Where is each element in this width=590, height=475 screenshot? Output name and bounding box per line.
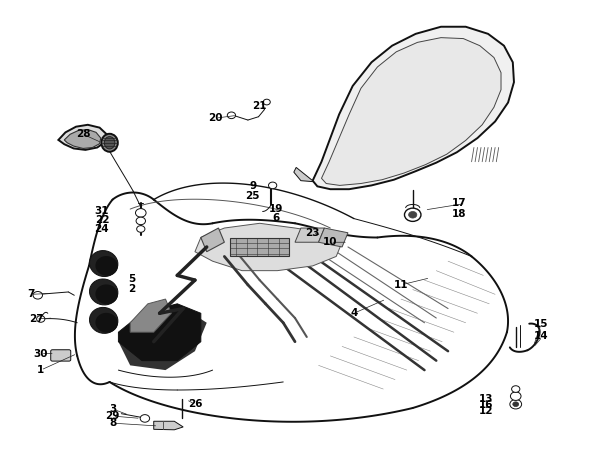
Text: 24: 24 [94,224,109,234]
Text: 19: 19 [268,204,283,214]
Text: 13: 13 [479,393,494,404]
FancyBboxPatch shape [230,238,289,256]
Text: 4: 4 [350,308,358,318]
Polygon shape [294,167,313,181]
Ellipse shape [101,134,118,152]
Circle shape [409,211,417,218]
Circle shape [37,316,45,322]
FancyBboxPatch shape [51,350,71,361]
Text: 31: 31 [94,206,109,216]
Text: 8: 8 [109,418,116,428]
Circle shape [510,392,521,400]
Text: 10: 10 [323,237,337,247]
Polygon shape [64,130,101,149]
Text: 3: 3 [109,404,116,414]
Circle shape [33,292,42,299]
Polygon shape [119,304,206,370]
Text: 12: 12 [479,406,494,416]
Polygon shape [130,299,171,332]
Text: 6: 6 [272,213,279,223]
Circle shape [136,209,146,217]
Ellipse shape [96,313,118,332]
Circle shape [263,99,270,105]
Text: 11: 11 [394,280,408,290]
Text: 9: 9 [249,181,256,191]
Circle shape [140,415,150,422]
Text: 15: 15 [534,319,548,329]
Text: 29: 29 [106,411,120,421]
Ellipse shape [90,251,118,276]
Circle shape [137,226,145,232]
Polygon shape [195,223,342,271]
Text: 30: 30 [34,349,48,359]
Text: 2: 2 [128,284,135,294]
Text: 1: 1 [37,365,44,375]
Text: 26: 26 [188,399,202,409]
Circle shape [510,399,522,409]
Polygon shape [319,228,348,247]
Polygon shape [295,228,324,242]
Text: 25: 25 [245,191,260,201]
Text: 20: 20 [208,113,223,123]
Ellipse shape [90,307,118,333]
Circle shape [513,402,519,407]
Ellipse shape [90,279,118,305]
Circle shape [136,217,146,225]
Circle shape [405,208,421,221]
Circle shape [512,386,520,392]
Ellipse shape [104,137,115,149]
Text: 17: 17 [451,199,466,209]
Text: 18: 18 [451,209,466,219]
Polygon shape [154,421,183,430]
Text: 22: 22 [94,215,109,225]
Polygon shape [322,38,501,185]
Polygon shape [201,228,224,252]
Text: 27: 27 [29,314,43,324]
Polygon shape [119,304,201,361]
Text: 21: 21 [253,101,267,111]
Circle shape [227,112,235,119]
Text: 7: 7 [28,289,35,299]
Ellipse shape [96,256,118,276]
Text: 16: 16 [479,399,494,409]
Text: 23: 23 [306,228,320,238]
Circle shape [268,182,277,189]
Polygon shape [313,27,514,189]
Text: 28: 28 [76,129,90,139]
Text: 5: 5 [128,274,135,284]
Polygon shape [58,125,107,150]
Ellipse shape [96,285,118,304]
Text: 14: 14 [534,331,548,341]
